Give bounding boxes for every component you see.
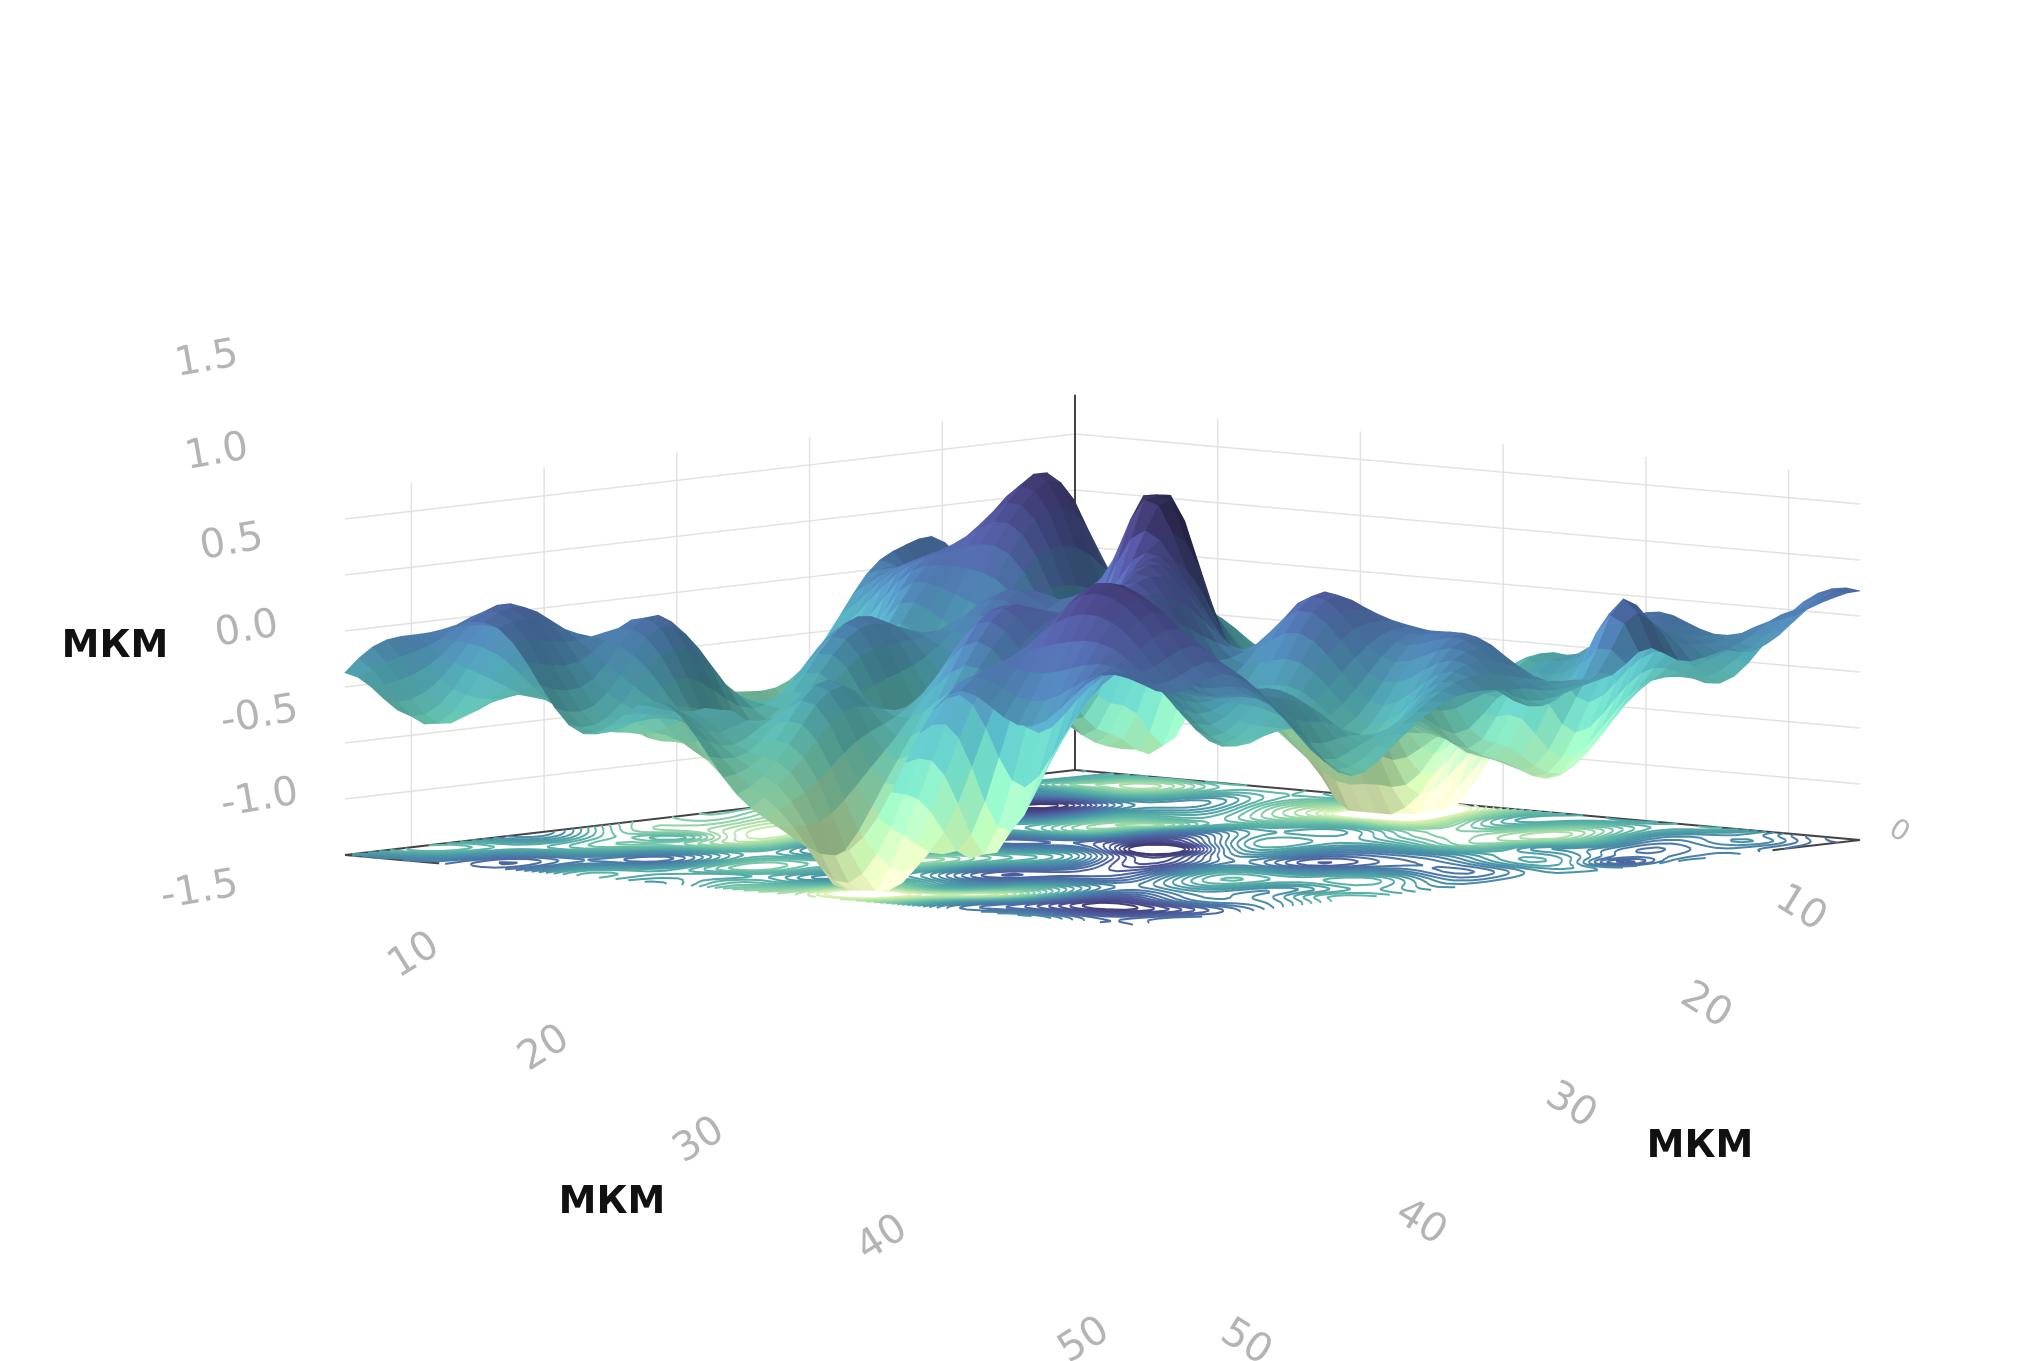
y-tick-label: 50 <box>1049 1306 1117 1361</box>
y-tick-label: 20 <box>509 1014 577 1080</box>
z-tick-label: 0.0 <box>211 600 282 656</box>
y-tick-label: 40 <box>847 1204 915 1270</box>
y-tick-label: 30 <box>664 1106 732 1172</box>
x-tick-label: 10 <box>1768 874 1836 940</box>
surface-cell <box>1115 672 1144 685</box>
y-axis-title: МКМ <box>559 1178 666 1222</box>
z-tick-label: 1.5 <box>171 330 242 386</box>
x-tick-label: 0 <box>1884 811 1917 848</box>
height-surface <box>344 472 1861 892</box>
z-tick-label: -1.0 <box>217 768 302 827</box>
grid-line <box>1074 433 1861 505</box>
x-tick-label: 20 <box>1673 971 1741 1037</box>
z-axis-title: МКМ <box>62 622 169 666</box>
x-tick-label: 30 <box>1538 1071 1606 1137</box>
contour-line <box>1022 803 1187 856</box>
z-tick-label: 0.5 <box>196 513 267 569</box>
z-tick-label: -1.5 <box>157 860 242 919</box>
z-tick-label: -0.5 <box>217 685 302 744</box>
floor-contours <box>351 769 1838 926</box>
grid-line <box>344 489 1076 576</box>
grid-line <box>344 433 1076 520</box>
x-tick-label: 50 <box>1213 1308 1281 1361</box>
grid-line <box>1074 545 1861 617</box>
y-tick-label: 10 <box>379 921 447 987</box>
x-axis-title: МКМ <box>1647 1122 1754 1166</box>
grid-line <box>1074 489 1861 561</box>
x-tick-label: 40 <box>1388 1188 1456 1254</box>
z-tick-label: 1.0 <box>181 423 252 479</box>
